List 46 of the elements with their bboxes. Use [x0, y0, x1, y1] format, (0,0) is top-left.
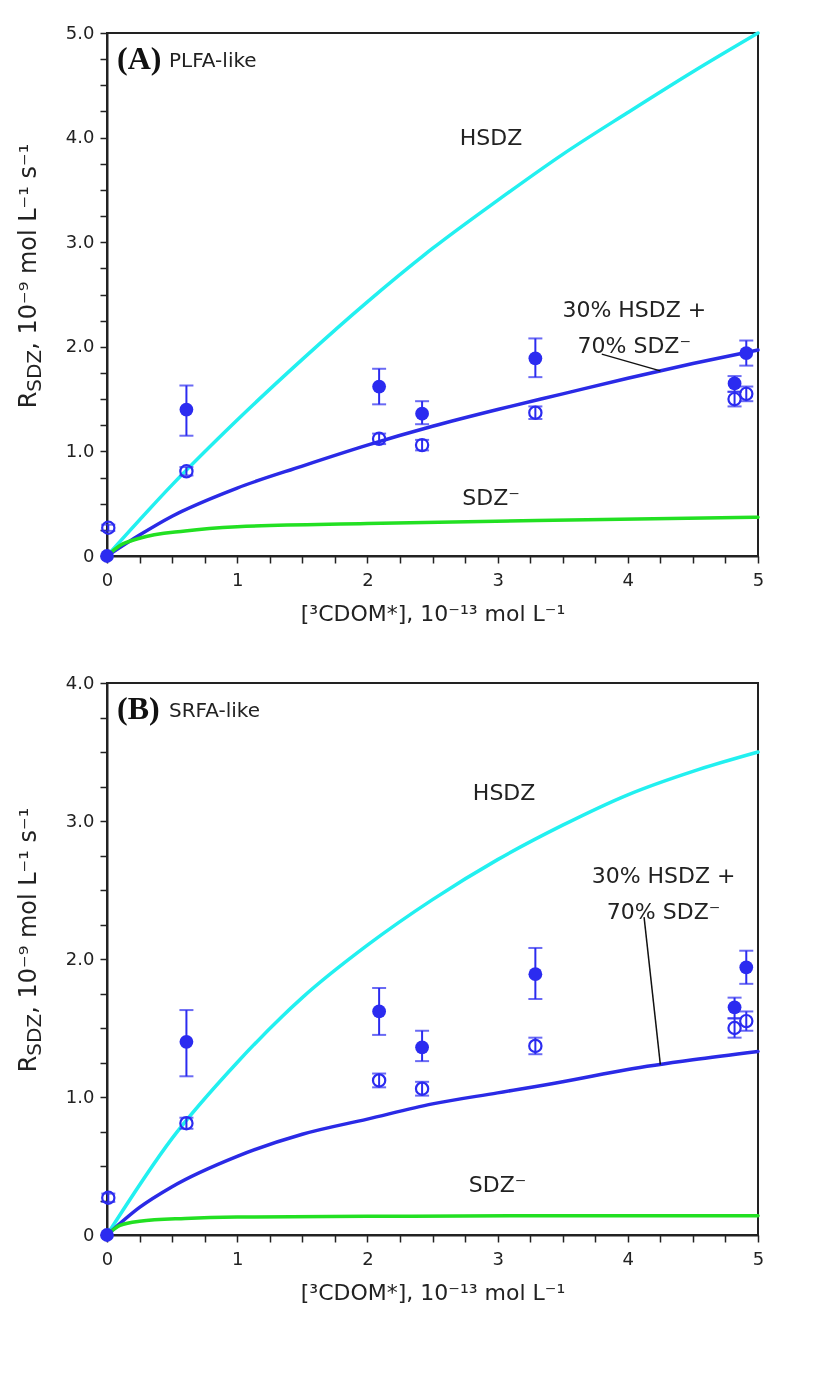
- chart-title: (A): [117, 40, 162, 76]
- x-tick-label: 1: [231, 568, 244, 590]
- point: [727, 1000, 742, 1015]
- y-tick-label: 0: [83, 544, 95, 566]
- x-tick-label: 0: [101, 1247, 114, 1269]
- y-tick-label: 3.0: [65, 809, 95, 831]
- series-label: HSDZ: [472, 780, 536, 806]
- series-label: 30% HSDZ + 70% SDZ⁻: [562, 297, 707, 359]
- y-tick-label: 2.0: [65, 947, 95, 969]
- point: [415, 406, 429, 421]
- y-tick-label: 5.0: [65, 21, 95, 43]
- series-label: HSDZ: [459, 124, 523, 150]
- y-tick-label: 1.0: [65, 1085, 95, 1107]
- point: [179, 402, 194, 417]
- point: [372, 1004, 387, 1019]
- point: [528, 967, 543, 982]
- series-label: SDZ⁻: [462, 485, 520, 511]
- text: 30% HSDZ + 70% SDZ⁻: [591, 863, 736, 925]
- x-tick-label: 3: [492, 568, 504, 590]
- y-tick-label: 3.0: [65, 230, 95, 252]
- point: [179, 1034, 194, 1049]
- y-tick-label: 4.0: [65, 671, 95, 693]
- x-tick-label: 4: [622, 1247, 635, 1269]
- x-tick-label: 5: [752, 568, 765, 590]
- x-tick-label: 0: [101, 568, 114, 590]
- text: PLFA-like: [169, 48, 257, 72]
- point: [739, 346, 754, 360]
- x-axis-title: [³CDOM*], 10⁻¹³ mol L⁻¹: [300, 600, 566, 626]
- point: [528, 351, 543, 366]
- x-tick-label: 2: [362, 1247, 374, 1269]
- x-tick-label: 3: [492, 1247, 504, 1269]
- y-tick-label: 2.0: [65, 335, 95, 357]
- point: [415, 1040, 429, 1055]
- x-tick-label: 1: [231, 1247, 244, 1269]
- x-tick-label: 5: [752, 1247, 765, 1269]
- x-tick-label: 4: [622, 568, 635, 590]
- point: [372, 379, 387, 394]
- x-axis-title: [³CDOM*], 10⁻¹³ mol L⁻¹: [300, 1279, 566, 1305]
- text: SRFA-like: [169, 698, 261, 722]
- point: [739, 960, 754, 975]
- x-tick-label: 2: [362, 568, 374, 590]
- chart-title: (B): [117, 690, 160, 726]
- y-tick-label: 1.0: [65, 439, 95, 461]
- series-label: SDZ⁻: [468, 1172, 527, 1198]
- y-tick-label: 4.0: [65, 126, 95, 148]
- y-tick-label: 0: [83, 1223, 95, 1245]
